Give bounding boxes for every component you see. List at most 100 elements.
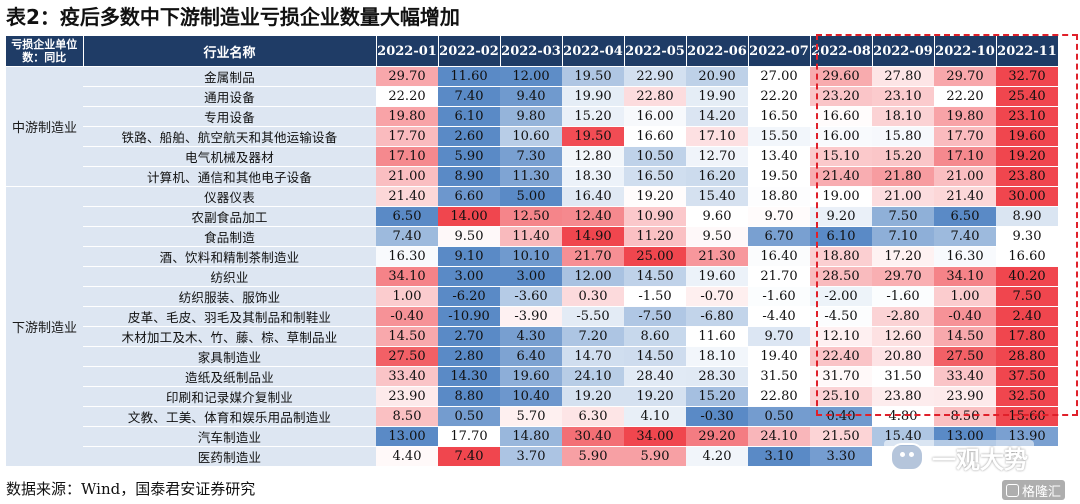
value-cell: 21.80 <box>872 166 934 187</box>
value-cell: 7.50 <box>872 206 934 227</box>
value-cell: 10.90 <box>624 206 686 227</box>
value-cell: 21.40 <box>376 186 438 207</box>
value-cell: 21.70 <box>562 246 624 267</box>
value-cell: -5.50 <box>562 306 624 327</box>
value-cell: -6.20 <box>438 286 500 307</box>
value-cell: 15.20 <box>562 106 624 127</box>
industry-cell: 专用设备 <box>83 106 376 127</box>
value-cell: 16.60 <box>624 126 686 147</box>
category-cell: 中游制造业 <box>6 66 83 187</box>
value-cell: 16.20 <box>686 166 748 187</box>
value-cell: 24.10 <box>748 426 810 447</box>
value-cell: 27.50 <box>376 346 438 367</box>
value-cell: 14.50 <box>934 326 996 347</box>
value-cell: -4.50 <box>810 306 872 327</box>
value-cell: 16.30 <box>934 246 996 267</box>
value-cell: 9.70 <box>748 206 810 227</box>
month-header: 2022-11 <box>996 36 1059 67</box>
value-cell: 29.60 <box>810 66 872 87</box>
value-cell: 14.50 <box>376 326 438 347</box>
value-cell: 9.80 <box>500 106 562 127</box>
value-cell: 9.40 <box>500 86 562 107</box>
value-cell: 23.80 <box>996 166 1058 187</box>
value-cell: 20.80 <box>872 346 934 367</box>
value-cell: -2.80 <box>872 306 934 327</box>
value-cell: 21.50 <box>810 426 872 447</box>
value-cell: -1.60 <box>872 286 934 307</box>
month-header: 2022-10 <box>934 36 997 67</box>
value-cell: 15.10 <box>810 146 872 167</box>
value-cell: 0.40 <box>810 406 872 427</box>
value-cell: 16.00 <box>810 126 872 147</box>
month-header: 2022-05 <box>624 36 687 67</box>
value-cell: 10.50 <box>624 146 686 167</box>
value-cell: 17.70 <box>438 426 500 447</box>
value-cell: -4.40 <box>748 306 810 327</box>
brand-logo-icon <box>1006 483 1019 497</box>
value-cell: 5.00 <box>500 186 562 207</box>
value-cell: -2.00 <box>810 286 872 307</box>
industry-cell: 家具制造业 <box>83 346 376 367</box>
value-cell: 22.80 <box>748 386 810 407</box>
value-cell: 22.40 <box>810 346 872 367</box>
value-cell: 7.40 <box>376 226 438 247</box>
industry-cell: 纺织业 <box>83 266 376 287</box>
value-cell: 11.20 <box>624 226 686 247</box>
table-row: 印刷和记录媒介复制业 23.90 8.80 10.40 19.20 19.20 15.20 2… <box>6 386 1058 407</box>
value-cell: -6.80 <box>686 306 748 327</box>
value-cell: 18.10 <box>872 106 934 127</box>
brand-badge: 格隆汇 <box>1002 480 1066 500</box>
value-cell: 23.90 <box>934 386 996 407</box>
value-cell: 19.90 <box>562 86 624 107</box>
value-cell: 29.70 <box>376 66 438 87</box>
industry-cell: 铁路、船舶、航空航天和其他运输设备 <box>83 126 376 147</box>
table-row: 铁路、船舶、航空航天和其他运输设备 17.70 2.60 10.60 19.50 16.6… <box>6 126 1058 147</box>
table-row: 下游制造业 仪器仪表 21.40 6.60 5.00 16.40 19.20 15.40 18.… <box>6 186 1058 467</box>
value-cell: 33.40 <box>376 366 438 387</box>
value-cell: 9.50 <box>686 226 748 247</box>
value-cell: 12.10 <box>810 326 872 347</box>
value-cell: 0.30 <box>562 286 624 307</box>
value-cell: 20.90 <box>686 66 748 87</box>
value-cell: 21.40 <box>810 166 872 187</box>
value-cell: 32.70 <box>996 66 1058 87</box>
value-cell: 4.80 <box>872 406 934 427</box>
value-cell: 17.10 <box>376 146 438 167</box>
value-cell: 14.90 <box>562 226 624 247</box>
value-cell: 19.50 <box>562 66 624 87</box>
value-cell: 9.10 <box>438 246 500 267</box>
value-cell: 27.00 <box>748 66 810 87</box>
value-cell: 15.50 <box>748 126 810 147</box>
industry-cell: 文教、工美、体育和娱乐用品制造业 <box>83 406 376 427</box>
value-cell: 14.50 <box>624 266 686 287</box>
table-row: 食品制造 7.40 9.50 11.40 14.90 11.20 9.50 6.70 6.10 7… <box>6 226 1058 247</box>
value-cell: 40.20 <box>996 266 1058 287</box>
value-cell: 22.20 <box>748 86 810 107</box>
value-cell: 5.90 <box>562 446 624 467</box>
value-cell: 4.30 <box>500 326 562 347</box>
industry-cell: 纺织服装、服饰业 <box>83 286 376 307</box>
table-row: 计算机、通信和其他电子设备 21.00 8.90 11.30 18.30 16.50 16.… <box>6 166 1058 187</box>
value-cell: 28.30 <box>686 366 748 387</box>
value-cell: 0.50 <box>438 406 500 427</box>
value-cell: 29.70 <box>872 266 934 287</box>
value-cell: 12.00 <box>500 66 562 87</box>
value-cell: 27.80 <box>872 66 934 87</box>
value-cell: 19.50 <box>748 166 810 187</box>
industry-cell: 食品制造 <box>83 226 376 247</box>
value-cell: 9.20 <box>810 206 872 227</box>
value-cell: 9.30 <box>996 226 1058 247</box>
value-cell: 25.00 <box>624 246 686 267</box>
value-cell: 12.80 <box>562 146 624 167</box>
table-row: 医药制造业 4.40 7.40 3.70 5.90 5.90 4.20 3.10 3.30 <box>6 446 1058 467</box>
value-cell: 18.80 <box>748 186 810 207</box>
value-cell: 25.40 <box>996 86 1058 107</box>
value-cell: 23.20 <box>810 86 872 107</box>
brand-text: 格隆汇 <box>1022 484 1062 500</box>
value-cell: 4.20 <box>686 446 748 467</box>
value-cell: 12.50 <box>500 206 562 227</box>
value-cell: 3.00 <box>500 266 562 287</box>
value-cell: 21.00 <box>376 166 438 187</box>
value-cell: 14.20 <box>686 106 748 127</box>
value-cell: 11.30 <box>500 166 562 187</box>
